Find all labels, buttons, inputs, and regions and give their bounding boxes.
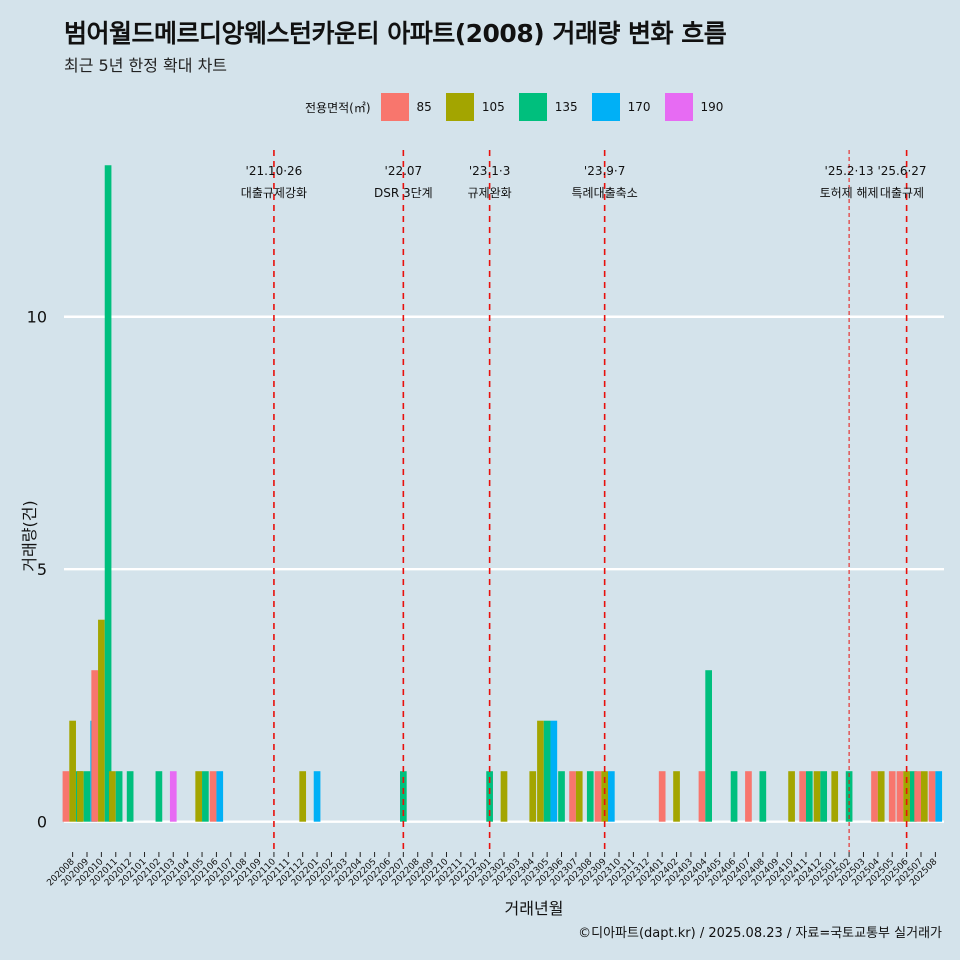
bar (202, 771, 209, 822)
event-date: '22.07 (385, 164, 423, 178)
bar (831, 771, 839, 822)
bar (871, 771, 878, 822)
bar (109, 771, 116, 822)
bar (575, 771, 583, 822)
bar (607, 771, 615, 822)
bar (216, 771, 224, 822)
legend-label: 190 (700, 100, 724, 114)
bar (820, 771, 828, 822)
bar (759, 771, 767, 822)
legend-label: 85 (416, 100, 432, 114)
bar (169, 771, 177, 822)
event-label: 특례대출축소 (572, 186, 638, 200)
bar (888, 771, 896, 822)
event-date: '23.9·7 (584, 164, 625, 178)
legend-item-85: 85 (380, 93, 432, 121)
bar (914, 771, 921, 822)
bar (91, 670, 99, 822)
bar (903, 771, 910, 822)
bar (543, 720, 551, 822)
legend-swatch (445, 93, 474, 121)
bar (558, 771, 565, 822)
bar (83, 771, 91, 822)
event-date: '21.10·26 (246, 164, 303, 178)
bar (195, 771, 203, 822)
bar (805, 771, 813, 822)
bar (745, 771, 752, 822)
bar (896, 771, 904, 822)
legend-label: 170 (627, 100, 651, 114)
x-axis-title: 거래년월 (505, 899, 564, 918)
bar (98, 619, 105, 822)
legend-swatch (518, 93, 547, 121)
legend-swatch (591, 93, 620, 121)
legend-item-190: 190 (664, 93, 724, 121)
bar (126, 771, 134, 822)
legend: 전용면적(㎡) 85 105 135 170 190 (305, 93, 737, 121)
bar (529, 771, 537, 822)
bar (586, 771, 594, 822)
bar (115, 771, 123, 822)
bar (299, 771, 307, 822)
source-caption: ©디아파트(dapt.kr) / 2025.08.23 / 자료=국토교통부 실… (578, 926, 942, 941)
bar (486, 771, 493, 822)
legend-swatch (380, 93, 409, 121)
bar (705, 670, 712, 822)
bar (209, 771, 217, 822)
legend-item-170: 170 (591, 93, 651, 121)
bar (909, 771, 917, 822)
y-tick-label: 0 (37, 813, 47, 832)
bar (400, 771, 407, 822)
chart-subtitle: 최근 5년 한정 확대 차트 (64, 56, 228, 75)
bar (673, 771, 680, 822)
legend-item-105: 105 (445, 93, 505, 121)
bar (62, 771, 70, 822)
bar (928, 771, 936, 822)
legend-item-135: 135 (518, 93, 578, 121)
bar (537, 720, 544, 822)
bar (155, 771, 163, 822)
y-tick-label: 5 (37, 560, 47, 579)
bar (730, 771, 738, 822)
event-label: 대출규제강화 (241, 186, 307, 200)
bar (104, 165, 112, 822)
bar (76, 771, 84, 822)
bar (813, 771, 821, 822)
bar (69, 720, 76, 822)
event-date: '25.6·27 (877, 164, 926, 178)
legend-label: 105 (481, 100, 505, 114)
event-label: 대출규제 (880, 186, 924, 200)
bar (788, 771, 795, 822)
bar (920, 771, 928, 822)
bar (799, 771, 806, 822)
legend-title: 전용면적(㎡) (305, 100, 371, 115)
event-label: DSR 3단계 (374, 186, 433, 200)
event-date: '25.2·13 (825, 164, 874, 178)
event-label: 토허제 해제 (820, 186, 879, 200)
chart-title: 범어월드메르디앙웨스턴카운티 아파트(2008) 거래량 변화 흐름 (64, 19, 727, 48)
bar (877, 771, 885, 822)
bar (658, 771, 666, 822)
bar (935, 771, 943, 822)
bar (550, 720, 558, 822)
bar (601, 771, 608, 822)
bar (313, 771, 321, 822)
y-axis-title: 거래량(건) (20, 500, 39, 571)
bar (500, 771, 508, 822)
y-tick-label: 10 (27, 308, 47, 327)
event-date: '23.1·3 (469, 164, 510, 178)
legend-swatch (664, 93, 693, 121)
bar (569, 771, 576, 822)
event-label: 규제완화 (468, 186, 512, 200)
bar (594, 771, 602, 822)
bar (698, 771, 706, 822)
legend-label: 135 (554, 100, 578, 114)
